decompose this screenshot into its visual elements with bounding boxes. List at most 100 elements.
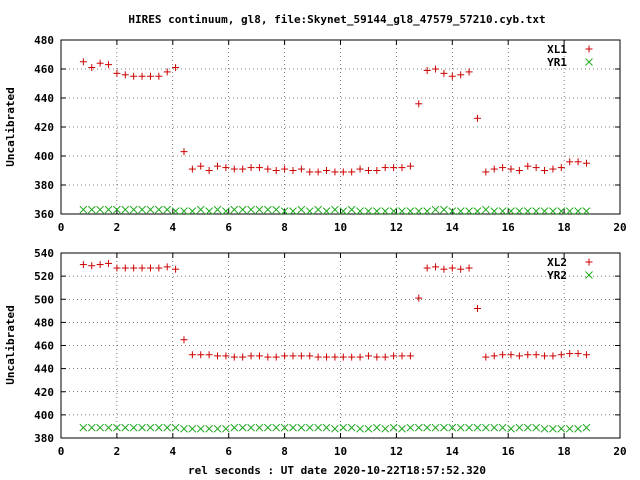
- data-point: [532, 207, 541, 215]
- data-point: [322, 423, 331, 432]
- data-point: [214, 352, 222, 360]
- data-point: [87, 205, 96, 214]
- data-point: [121, 205, 130, 214]
- data-point: [456, 423, 465, 432]
- x-tick-label: 6: [225, 445, 232, 458]
- data-point: [172, 64, 180, 72]
- data-point: [205, 424, 213, 433]
- data-point: [549, 424, 557, 433]
- data-point: [457, 265, 465, 273]
- data-point: [197, 162, 205, 170]
- data-point: [314, 205, 322, 214]
- data-point: [423, 207, 431, 215]
- data-point: [507, 165, 515, 173]
- data-point: [582, 423, 591, 432]
- y-tick-label: 480: [34, 34, 54, 47]
- y-tick-label: 360: [34, 208, 54, 221]
- data-point: [281, 352, 289, 360]
- data-point: [255, 352, 263, 360]
- data-point: [306, 168, 314, 176]
- data-point: [481, 205, 490, 214]
- data-point: [205, 207, 213, 215]
- data-point: [297, 205, 306, 214]
- data-point: [398, 424, 406, 433]
- data-point: [163, 423, 172, 432]
- data-point: [339, 168, 347, 176]
- data-point: [541, 352, 549, 360]
- data-point: [457, 71, 465, 79]
- chart-title: HIRES continuum, gl8, file:Skynet_59144_…: [128, 13, 545, 26]
- x-tick-label: 6: [225, 221, 232, 234]
- data-point: [482, 353, 490, 361]
- data-point: [272, 353, 280, 361]
- data-point: [247, 164, 255, 172]
- data-point: [465, 423, 473, 432]
- data-point: [557, 207, 566, 215]
- data-point: [331, 205, 339, 214]
- data-point: [255, 164, 263, 172]
- data-point: [289, 352, 297, 360]
- data-point: [155, 264, 163, 272]
- x-tick-label: 14: [446, 221, 460, 234]
- data-point: [205, 167, 213, 174]
- data-point: [180, 148, 188, 156]
- data-point: [381, 207, 390, 215]
- x-tick-label: 8: [281, 445, 288, 458]
- data-point: [549, 352, 557, 360]
- data-point: [490, 352, 498, 360]
- x-tick-label: 18: [557, 445, 570, 458]
- data-point: [197, 351, 205, 359]
- legend-label: XL1: [547, 43, 567, 56]
- data-point: [364, 207, 373, 215]
- data-point: [557, 351, 565, 359]
- data-point: [213, 205, 222, 214]
- data-point: [163, 205, 172, 214]
- x-tick-label: 12: [390, 221, 403, 234]
- plot-frame: [60, 39, 621, 215]
- x-tick-label: 2: [114, 445, 121, 458]
- y-tick-label: 480: [34, 316, 54, 329]
- data-point: [364, 424, 373, 433]
- data-point: [348, 353, 356, 361]
- data-point: [339, 207, 348, 215]
- data-point: [481, 423, 490, 432]
- data-point: [188, 165, 196, 173]
- data-point: [113, 205, 121, 214]
- data-point: [297, 352, 305, 360]
- data-point: [113, 423, 121, 432]
- data-point: [515, 167, 523, 174]
- data-point: [314, 168, 322, 176]
- data-point: [347, 205, 356, 214]
- data-point: [515, 423, 524, 432]
- data-point: [264, 353, 272, 361]
- bottom-panel: Uncalibrated 0 2 4 6 8 10 12 14 16 18 20 380 400 420 4…: [4, 247, 627, 458]
- data-point: [188, 207, 197, 215]
- data-point: [574, 158, 582, 166]
- data-point: [247, 205, 255, 214]
- data-point: [557, 424, 566, 433]
- data-point: [129, 423, 138, 432]
- data-point: [297, 423, 306, 432]
- data-point: [440, 205, 448, 214]
- data-point: [138, 72, 146, 80]
- data-point: [423, 264, 431, 272]
- data-point: [565, 207, 574, 215]
- x-tick-label: 10: [334, 221, 347, 234]
- x-axis-label: rel seconds : UT date 2020-10-22T18:57:5…: [188, 464, 486, 477]
- data-point: [557, 164, 565, 172]
- data-point: [331, 424, 339, 433]
- data-point: [423, 423, 431, 432]
- data-point: [440, 423, 448, 432]
- data-point: [356, 207, 364, 215]
- data-point: [490, 423, 499, 432]
- data-point: [264, 165, 272, 173]
- data-point: [523, 423, 532, 432]
- data-point: [171, 423, 180, 432]
- data-point: [314, 353, 322, 361]
- data-point: [121, 423, 130, 432]
- data-point: [113, 264, 121, 272]
- data-point: [88, 262, 96, 270]
- y-tick-label: 440: [34, 92, 54, 105]
- data-point: [96, 205, 104, 214]
- data-point: [356, 165, 364, 173]
